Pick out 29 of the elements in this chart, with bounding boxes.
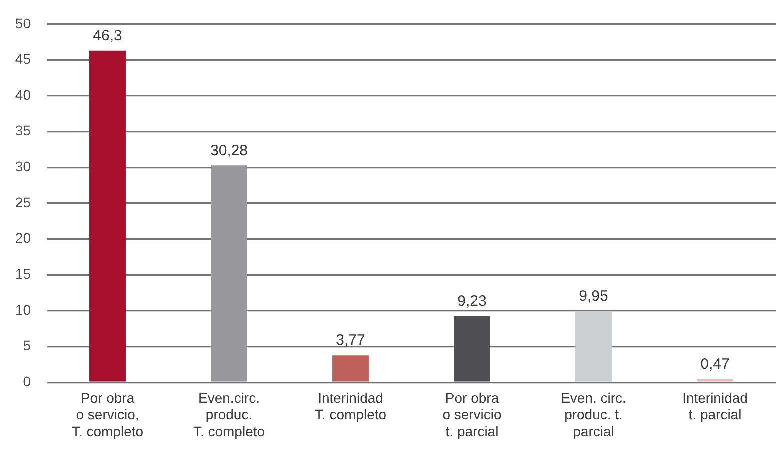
bar <box>697 379 734 382</box>
bar <box>332 356 369 382</box>
x-tick-label: Interinidad T. completo <box>314 390 387 423</box>
x-tick-label: Even.circ. produc. T. completo <box>193 390 266 440</box>
x-tick-label: Por obra o servicio, T. completo <box>72 390 144 440</box>
data-label: 46,3 <box>93 28 122 45</box>
data-label: 3,77 <box>336 332 366 350</box>
bar <box>90 50 126 382</box>
x-tick-label: Even. circ. produc. t. parcial <box>561 390 626 440</box>
y-tick-label: 5 <box>23 338 32 354</box>
x-tick-label: Por obra o servicio t. parcial <box>442 390 502 440</box>
y-tick-label: 35 <box>15 122 32 139</box>
y-tick-label: 40 <box>15 86 32 103</box>
y-tick-label: 45 <box>15 51 32 68</box>
y-tick-label: 50 <box>15 15 32 32</box>
y-tick-label: 20 <box>15 230 32 246</box>
y-tick-label: 30 <box>15 158 32 175</box>
bar <box>454 316 490 382</box>
data-label: 0,47 <box>700 356 730 373</box>
data-label: 9,23 <box>458 293 487 310</box>
y-tick-label: 15 <box>15 266 32 282</box>
x-tick-label: Interinidad t. parcial <box>682 390 748 423</box>
bar <box>211 166 248 382</box>
y-tick-label: 0 <box>23 373 32 390</box>
data-label: 9,95 <box>579 288 608 305</box>
y-tick-label: 10 <box>15 302 32 318</box>
y-tick-label: 25 <box>15 194 32 210</box>
data-label: 30,28 <box>210 142 248 160</box>
bar <box>576 311 612 382</box>
